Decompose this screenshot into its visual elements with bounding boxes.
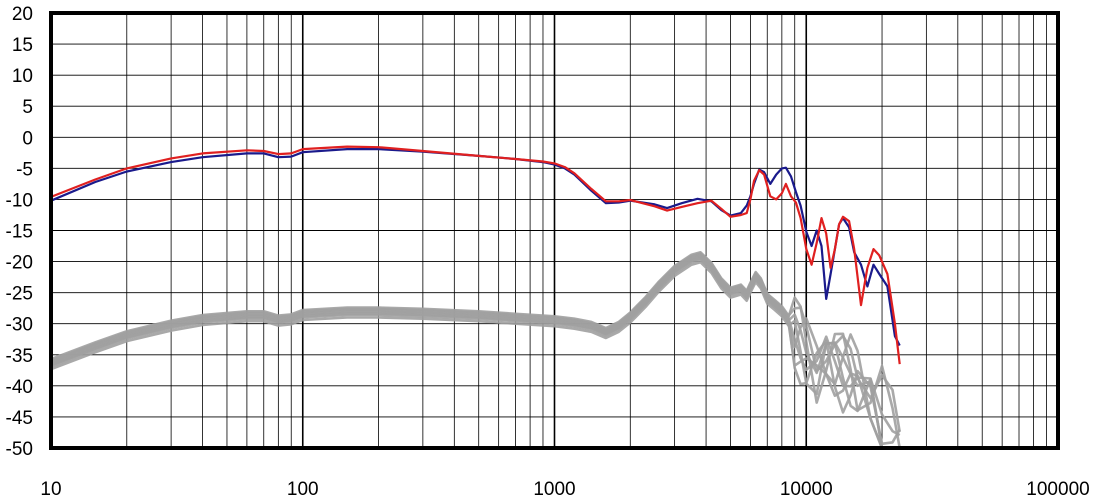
y-tick-label: -15	[6, 222, 33, 243]
gray-series-group	[50, 251, 901, 450]
y-tick-label: -10	[6, 190, 33, 211]
x-tick-label: 10000	[780, 479, 833, 500]
gray-series-line	[50, 252, 901, 449]
plot-frame	[49, 11, 1060, 450]
y-tick-label: -35	[6, 346, 33, 367]
y-tick-label: -25	[6, 284, 33, 305]
y-tick-labels: 20 15 10 5 0 -5 -10 -15 -20 -25 -30 -35 -40 -45 -50	[6, 4, 33, 460]
y-tick-label: -40	[6, 377, 33, 398]
x-tick-label: 10	[40, 479, 61, 500]
gray-series-line	[50, 254, 901, 446]
x-tick-label: 100000	[1026, 479, 1089, 500]
y-tick-label: -45	[6, 408, 33, 429]
x-tick-label: 1000	[533, 479, 575, 500]
y-tick-label: 20	[12, 4, 33, 25]
y-tick-label: -20	[6, 253, 33, 274]
series-line	[50, 145, 901, 365]
y-tick-label: 5	[22, 97, 33, 118]
y-tick-label: 10	[12, 66, 33, 87]
y-tick-label: 15	[12, 35, 33, 56]
y-tick-label: -5	[16, 159, 33, 180]
y-tick-label: -50	[6, 439, 33, 460]
main-series-group	[50, 145, 901, 365]
gray-series-line	[50, 257, 900, 450]
x-tick-labels: 10 100 1000 10000 100000	[40, 479, 1089, 500]
x-tick-label: 100	[287, 479, 319, 500]
y-tick-label: -30	[6, 315, 33, 336]
y-tick-label: 0	[22, 128, 33, 149]
gray-series-line	[50, 260, 900, 450]
